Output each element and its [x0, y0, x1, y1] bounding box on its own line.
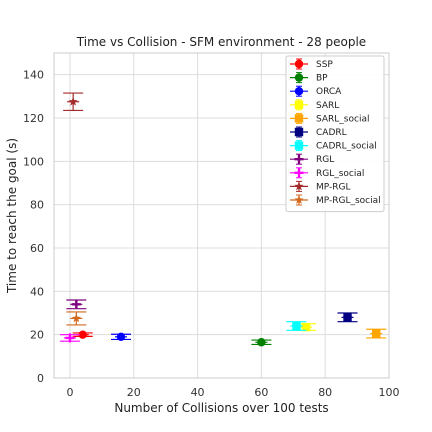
legend-marker-rgl-social [294, 168, 304, 178]
legend-marker-bp [294, 73, 304, 82]
point-cadrl-social [292, 321, 301, 331]
legend-label-cadrl-social: CADRL_social [316, 142, 377, 152]
point-cadrl [343, 313, 352, 322]
y-tick-label: 100 [23, 155, 44, 168]
legend-marker-rgl [294, 154, 304, 164]
point-sarl-social [372, 329, 381, 338]
legend-marker-mp-rgl [294, 181, 304, 191]
point-orca [116, 332, 126, 342]
y-axis-label: Time to reach the goal (s) [5, 138, 19, 294]
legend-label-mp-rgl: MP-RGL [316, 182, 350, 192]
ticks: 0 20 40 60 80 100 0 20 40 60 80 100 120 140 [23, 69, 400, 399]
legend-marker-sarl [294, 100, 304, 109]
chart-title: Time vs Collision - SFM environment - 28… [76, 35, 366, 49]
x-tick-label: 80 [318, 386, 332, 399]
legend-label-rgl-social: RGL_social [316, 169, 364, 179]
legend: SSP BP ORCA SARL SARL_social CADRL CADRL_socia… [285, 55, 385, 213]
legend-label-sarl-social: SARL_social [316, 114, 369, 124]
legend-label-orca: ORCA [316, 87, 342, 97]
legend-marker-sarl-social [294, 114, 304, 123]
legend-label-sarl: SARL [316, 101, 339, 111]
point-ssp [78, 330, 87, 339]
legend-marker-mp-rgl-social [294, 195, 304, 204]
y-tick-label: 140 [23, 69, 44, 82]
x-tick-label: 20 [127, 386, 141, 399]
y-tick-label: 20 [30, 329, 44, 342]
legend-box [285, 55, 385, 213]
point-mp-rgl-social [71, 313, 81, 323]
y-tick-label: 40 [30, 285, 44, 298]
legend-label-rgl: RGL [316, 155, 334, 165]
point-rgl-social [65, 333, 75, 343]
legend-label-ssp: SSP [316, 60, 333, 70]
x-tick-label: 0 [66, 386, 73, 399]
point-bp [257, 338, 266, 347]
legend-marker-cadrl [294, 127, 304, 137]
x-tick-label: 100 [379, 386, 400, 399]
point-mp-rgl [68, 96, 78, 106]
legend-marker-orca [294, 87, 304, 96]
x-tick-label: 60 [254, 386, 268, 399]
legend-marker-cadrl-social [294, 141, 304, 150]
legend-label-bp: BP [316, 74, 328, 84]
point-rgl [71, 299, 81, 309]
legend-label-mp-rgl-social: MP-RGL_social [316, 196, 381, 206]
y-tick-label: 0 [37, 372, 44, 385]
point-sarl [301, 322, 311, 332]
data-marks [59, 92, 387, 347]
y-tick-label: 60 [30, 242, 44, 255]
y-tick-label: 120 [23, 112, 44, 125]
legend-marker-ssp [294, 59, 304, 69]
plot-frame [53, 52, 390, 379]
legend-label-cadrl: CADRL [316, 128, 347, 138]
x-tick-label: 40 [191, 386, 205, 399]
x-axis-label: Number of Collisions over 100 tests [114, 401, 328, 415]
y-tick-label: 80 [30, 199, 44, 212]
